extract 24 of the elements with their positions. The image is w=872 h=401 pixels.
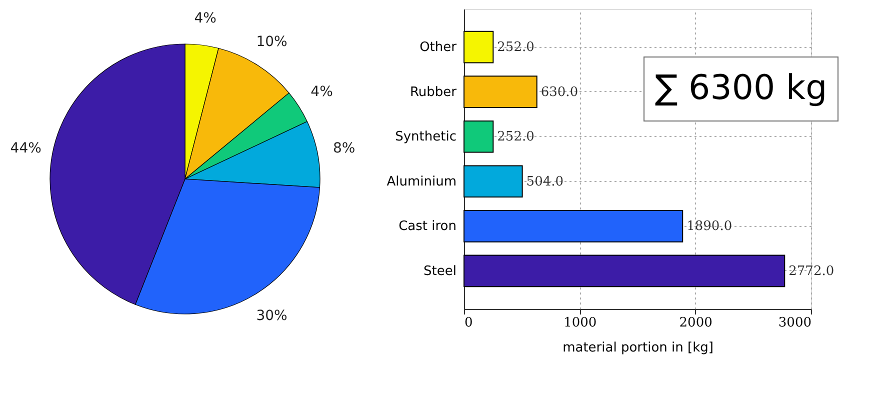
data-label: 2772.0 bbox=[788, 264, 834, 279]
data-label: 252.0 bbox=[497, 40, 534, 56]
data-label: 630.0 bbox=[540, 84, 578, 100]
data-label: 8% bbox=[333, 140, 356, 157]
annotation: ∑ 6300 kg bbox=[654, 68, 828, 108]
x-tick-label: 0 bbox=[464, 316, 473, 330]
data-label: 1890.0 bbox=[686, 219, 732, 234]
x-tick-label: 2000 bbox=[679, 316, 712, 330]
y-tick-label: Steel bbox=[424, 264, 456, 279]
data-label: 252.0 bbox=[497, 130, 534, 145]
y-tick-label: Aluminium bbox=[386, 174, 456, 190]
y-tick-label: Cast iron bbox=[398, 219, 456, 234]
data-label: 10% bbox=[256, 34, 288, 50]
data-label: 30% bbox=[256, 308, 288, 324]
y-tick-label: Rubber bbox=[410, 84, 458, 100]
y-tick-label: Other bbox=[420, 40, 458, 56]
y-tick-label: Synthetic bbox=[395, 130, 456, 145]
data-label: 504.0 bbox=[526, 174, 564, 190]
data-label: 4% bbox=[194, 10, 216, 26]
x-axis-title: material portion in [kg] bbox=[562, 340, 714, 356]
data-label: 44% bbox=[10, 140, 42, 157]
x-tick-label: 3000 bbox=[778, 316, 812, 330]
data-label: 4% bbox=[310, 84, 333, 100]
x-tick-label: 1000 bbox=[564, 316, 597, 330]
